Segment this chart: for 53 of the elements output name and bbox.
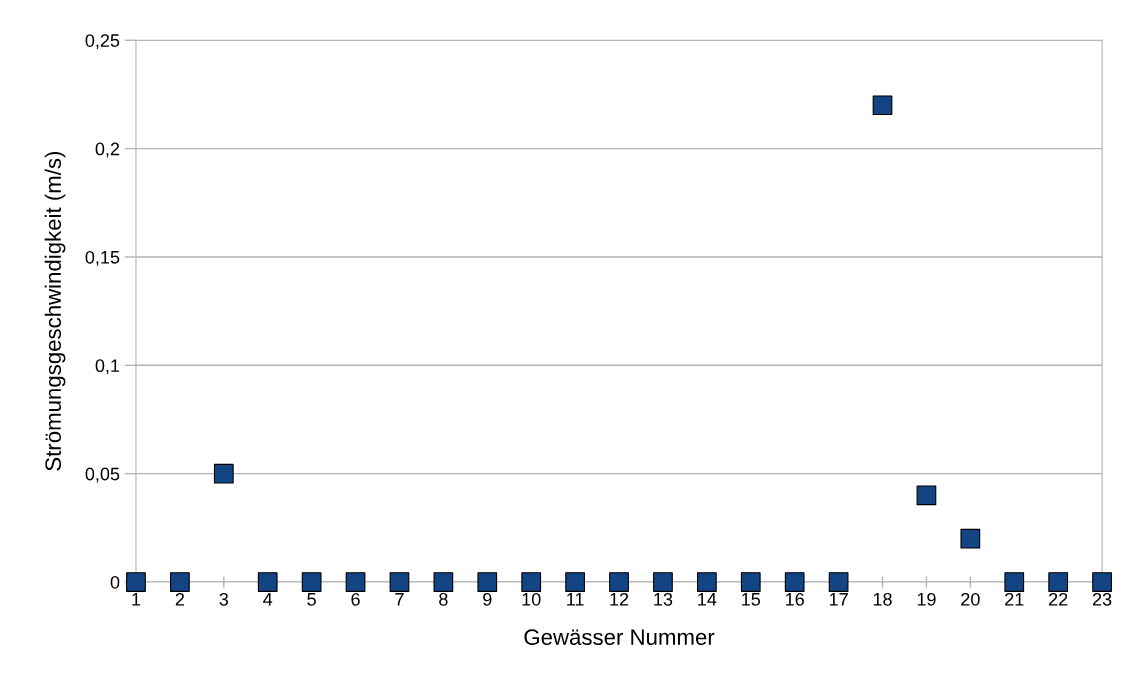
y-tick-label: 0,15 [85, 250, 120, 266]
x-tick-label: 4 [263, 593, 273, 606]
y-axis-title: Strömungsgeschwindigkeit (m/s) [44, 151, 66, 471]
point [916, 485, 937, 506]
point [389, 572, 410, 592]
point [257, 572, 278, 592]
point [740, 572, 761, 592]
point [565, 572, 585, 592]
y-tick-label: 0,1 [95, 359, 120, 375]
point [696, 572, 717, 592]
x-tick-label: 20 [961, 592, 980, 606]
x-tick-label: 22 [1049, 592, 1068, 606]
point [213, 463, 234, 484]
y-tick-label: 0,25 [85, 34, 120, 50]
point [1004, 572, 1025, 592]
x-tick-label: 16 [786, 592, 804, 606]
point [1048, 572, 1069, 592]
point [609, 572, 629, 592]
x-tick-label: 1 [132, 593, 141, 606]
point [521, 572, 542, 592]
x-tick-label: 19 [917, 592, 936, 606]
point [784, 572, 805, 592]
point [960, 528, 981, 549]
x-tick-label: 6 [351, 592, 360, 606]
point [828, 572, 849, 592]
point [653, 572, 673, 592]
point [345, 572, 366, 592]
x-tick-label: 21 [1005, 592, 1024, 606]
y-tick-label: 0,2 [95, 142, 120, 158]
point [433, 572, 454, 592]
x-tick-label: 8 [439, 592, 448, 606]
point [301, 572, 322, 592]
x-tick-label: 10 [522, 592, 541, 606]
x-tick-label: 2 [175, 592, 184, 606]
point [872, 95, 893, 116]
x-tick-label: 14 [698, 593, 717, 606]
point [170, 572, 190, 592]
x-tick-label: 11 [567, 593, 584, 606]
x-tick-label: 7 [395, 593, 404, 606]
y-tick-label: 0,05 [85, 467, 120, 483]
y-tick-label: 0 [110, 575, 120, 589]
point [477, 572, 498, 592]
x-tick-label: 23 [1092, 592, 1112, 606]
point [1092, 572, 1112, 592]
x-tick-label: 12 [610, 592, 629, 606]
x-tick-label: 5 [307, 593, 316, 606]
x-tick-label: 9 [483, 592, 492, 606]
x-tick-label: 3 [219, 592, 229, 606]
x-tick-label: 15 [742, 593, 761, 606]
x-tick-label: 13 [654, 592, 673, 606]
x-axis-title: Gewässer Nummer [524, 629, 715, 646]
x-tick-label: 18 [873, 592, 892, 606]
x-tick-label: 17 [829, 593, 848, 606]
